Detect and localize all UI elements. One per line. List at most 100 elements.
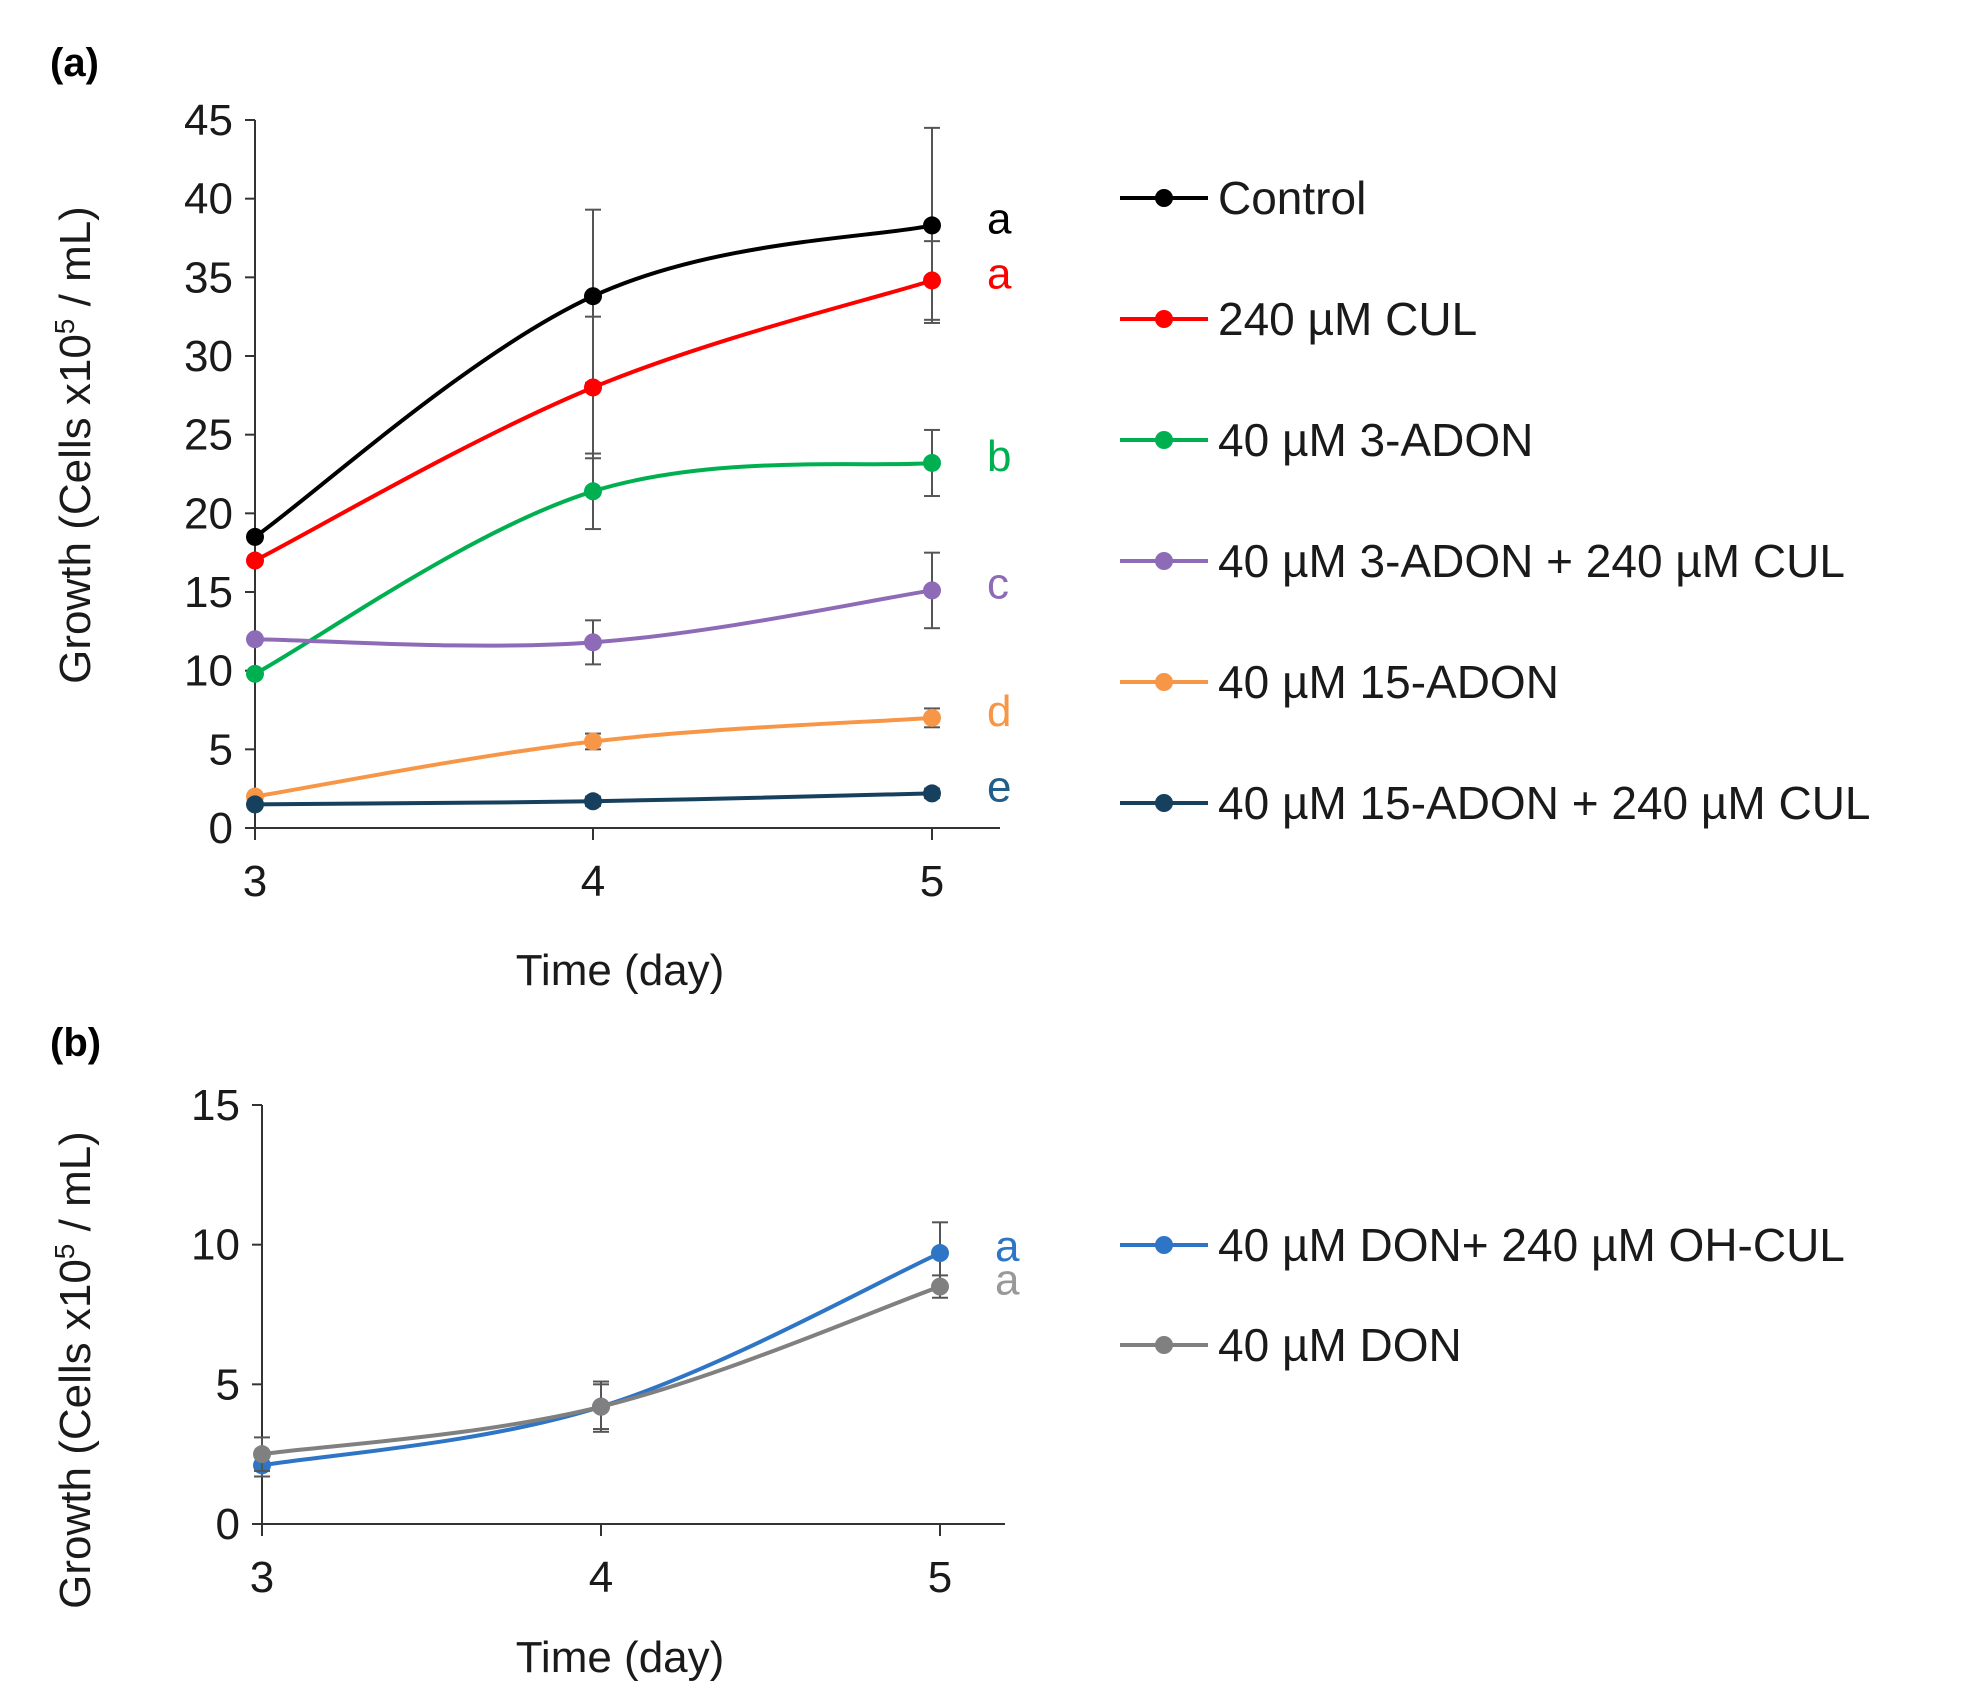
data-point bbox=[923, 216, 941, 235]
legend-swatch-marker bbox=[1155, 552, 1173, 570]
data-point bbox=[923, 453, 941, 472]
legend-label: 40 µM 15-ADON + 240 µM CUL bbox=[1218, 777, 1871, 829]
panel-a-series: aa b c de bbox=[246, 126, 1012, 814]
significance-letter: a bbox=[987, 249, 1012, 298]
legend-item: Control bbox=[1120, 172, 1366, 224]
legend-label: 40 µM DON bbox=[1218, 1319, 1462, 1371]
series-4: d bbox=[246, 687, 1011, 806]
data-point bbox=[584, 633, 602, 652]
legend-swatch-marker bbox=[1155, 1236, 1173, 1254]
y-tick-label: 10 bbox=[191, 1221, 240, 1270]
legend-label: 240 µM CUL bbox=[1218, 293, 1477, 345]
panel-a-label: (a) bbox=[50, 41, 99, 85]
series-3: c bbox=[246, 551, 1009, 666]
x-tick-label: 4 bbox=[589, 1553, 613, 1602]
panel-a-axes bbox=[254, 120, 1000, 829]
legend-swatch-marker bbox=[1155, 794, 1173, 812]
y-tick-label: 15 bbox=[184, 568, 233, 617]
legend-item: 40 µM DON+ 240 µM OH-CUL bbox=[1120, 1219, 1845, 1271]
legend-label: 40 µM DON+ 240 µM OH-CUL bbox=[1218, 1219, 1845, 1271]
data-point bbox=[923, 784, 941, 803]
series-line bbox=[261, 1251, 941, 1468]
legend-swatch-marker bbox=[1155, 431, 1173, 449]
panel-a-legend: Control 240 µM CUL 40 µM 3-ADON 40 µM 3-ADO… bbox=[1120, 172, 1871, 829]
panel-b: (b) 0 5 10 15 3 4 5 Time (day) Growth (Cells … bbox=[49, 1021, 1845, 1682]
significance-letter: c bbox=[987, 559, 1009, 608]
y-tick-label: 35 bbox=[184, 253, 233, 302]
series-0: a bbox=[246, 126, 1012, 546]
panel-a-x-ticks: 3 4 5 bbox=[243, 828, 944, 906]
data-point bbox=[931, 1277, 949, 1296]
series-0: a bbox=[253, 1221, 1020, 1478]
x-tick-label: 5 bbox=[920, 857, 944, 906]
x-tick-label: 3 bbox=[250, 1553, 274, 1602]
data-point bbox=[246, 795, 264, 814]
series-5: e bbox=[246, 762, 1011, 814]
x-tick-label: 5 bbox=[928, 1553, 952, 1602]
series-line bbox=[254, 715, 933, 799]
data-point bbox=[584, 287, 602, 306]
significance-letter: a bbox=[987, 194, 1012, 243]
legend-label: 40 µM 15-ADON bbox=[1218, 656, 1559, 708]
y-tick-label: 40 bbox=[184, 175, 233, 224]
legend-item: 40 µM 15-ADON bbox=[1120, 656, 1559, 708]
data-point bbox=[584, 732, 602, 751]
legend-swatch-marker bbox=[1155, 310, 1173, 328]
panel-b-y-axis-title: Growth (Cells x105 / mL) bbox=[49, 1131, 100, 1609]
data-point bbox=[923, 581, 941, 600]
y-tick-label: 30 bbox=[184, 332, 233, 381]
y-tick-label: 10 bbox=[184, 647, 233, 696]
data-point bbox=[592, 1397, 610, 1416]
panel-b-legend: 40 µM DON+ 240 µM OH-CUL 40 µM DON bbox=[1120, 1219, 1845, 1371]
y-tick-label: 20 bbox=[184, 489, 233, 538]
legend-label: Control bbox=[1218, 172, 1366, 224]
significance-letter: b bbox=[987, 432, 1011, 481]
panel-b-x-axis-title: Time (day) bbox=[516, 1633, 725, 1682]
data-point bbox=[931, 1244, 949, 1263]
y-tick-label: 45 bbox=[184, 96, 233, 145]
legend-item: 40 µM 3-ADON + 240 µM CUL bbox=[1120, 535, 1845, 587]
legend-swatch-marker bbox=[1155, 1336, 1173, 1354]
data-point bbox=[923, 271, 941, 290]
data-point bbox=[584, 378, 602, 397]
significance-letter: e bbox=[987, 762, 1011, 811]
data-point bbox=[246, 551, 264, 570]
legend-label: 40 µM 3-ADON bbox=[1218, 414, 1533, 466]
panel-a-x-axis-title: Time (day) bbox=[516, 946, 725, 995]
legend-item: 40 µM DON bbox=[1120, 1319, 1462, 1371]
data-point bbox=[246, 630, 264, 649]
data-point bbox=[584, 792, 602, 811]
panel-b-x-ticks: 3 4 5 bbox=[250, 1524, 952, 1602]
panel-b-axes bbox=[261, 1105, 1005, 1525]
data-point bbox=[246, 527, 264, 546]
data-point bbox=[246, 664, 264, 683]
data-point bbox=[253, 1445, 271, 1464]
legend-item: 40 µM 3-ADON bbox=[1120, 414, 1533, 466]
legend-swatch-marker bbox=[1155, 673, 1173, 691]
y-tick-label: 25 bbox=[184, 411, 233, 460]
series-1: a bbox=[253, 1256, 1020, 1472]
data-point bbox=[584, 482, 602, 501]
legend-label: 40 µM 3-ADON + 240 µM CUL bbox=[1218, 535, 1845, 587]
x-tick-label: 4 bbox=[581, 857, 605, 906]
panel-b-series: aa bbox=[253, 1221, 1020, 1478]
x-tick-label: 3 bbox=[243, 857, 267, 906]
significance-letter: d bbox=[987, 687, 1011, 736]
data-point bbox=[923, 708, 941, 727]
series-1: a bbox=[246, 240, 1012, 570]
y-tick-label: 0 bbox=[209, 804, 233, 853]
significance-letter: a bbox=[995, 1222, 1020, 1271]
significance-letter: a bbox=[995, 1256, 1020, 1305]
series-2: b bbox=[246, 428, 1011, 683]
y-tick-label: 15 bbox=[191, 1081, 240, 1130]
panel-a-y-axis-title: Growth (Cells x105 / mL) bbox=[49, 206, 100, 684]
panel-a-y-ticks: 0 5 10 15 20 25 30 35 40 45 bbox=[184, 96, 255, 853]
panel-b-label: (b) bbox=[50, 1021, 101, 1065]
y-tick-label: 5 bbox=[209, 725, 233, 774]
y-tick-label: 5 bbox=[216, 1360, 240, 1409]
legend-item: 40 µM 15-ADON + 240 µM CUL bbox=[1120, 777, 1871, 829]
panel-b-y-ticks: 0 5 10 15 bbox=[191, 1081, 262, 1549]
legend-item: 240 µM CUL bbox=[1120, 293, 1477, 345]
